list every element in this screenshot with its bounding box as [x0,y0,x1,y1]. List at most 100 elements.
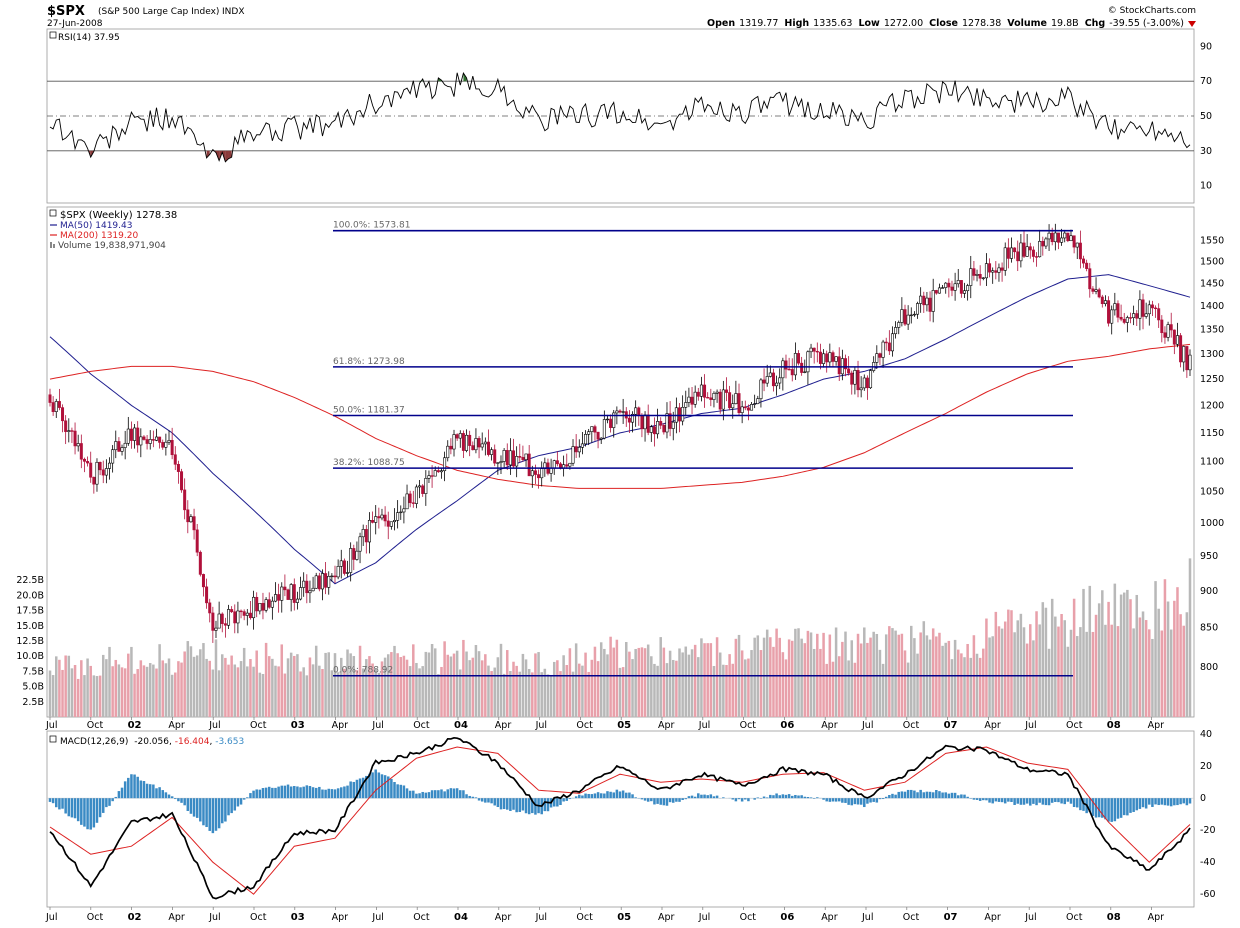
macd-hist-bar [217,798,221,829]
x-tick-label: Jul [208,720,220,731]
volume-bar [167,658,171,717]
volume-bar [722,664,725,717]
x-tick-label: Jul [698,720,710,731]
candle-up [339,560,343,567]
candle-down [994,270,998,273]
volume-bar [1154,581,1157,717]
volume-bar [349,653,352,717]
macd-hist-bar [1016,798,1020,804]
volume-bar [621,667,625,717]
candle-up [405,493,409,510]
volume-bar [668,650,672,717]
candle-up [1047,232,1051,240]
macd-hist-bar [894,794,897,799]
macd-hist-bar [267,786,271,799]
candle-up [270,600,274,608]
volume-bar [1151,638,1154,717]
macd-hist-bar [58,798,61,810]
candle-up [906,314,910,325]
macd-hist-bar [938,791,941,799]
macd-y-tick: -60 [1200,889,1216,900]
volume-bar [1032,640,1035,717]
candle-down [637,407,641,417]
volume-bar [158,644,161,717]
volume-bar [358,645,362,717]
price-y-tick: 1250 [1200,374,1224,385]
volume-bar [765,629,769,717]
macd-hist-bar [753,798,756,800]
candle-down [486,441,490,455]
macd-hist-bar [468,795,471,799]
macd-hist-bar [95,798,99,823]
volume-bar [148,663,152,717]
volume-bar [274,665,277,717]
volume-bar [847,660,850,717]
volume-bar [236,667,240,717]
volume-bar [211,669,215,717]
candle-down [211,612,215,631]
volume-bar [336,672,340,717]
volume-bar [383,657,387,717]
macd-hist-bar [816,797,819,799]
macd-hist-bar [1101,798,1104,818]
macd-hist-bar [383,775,387,799]
volume-bar [487,665,490,717]
volume-bar [706,643,709,717]
candle-down [371,520,375,523]
macd-hist-bar [737,798,741,800]
candle-down [884,341,888,344]
candle-up [446,445,450,459]
macd-hist-bar [148,784,152,799]
macd-hist-bar [399,784,403,799]
volume-bar [1107,601,1110,717]
macd-hist-bar [606,791,609,799]
x-tick-label: 06 [780,720,794,731]
macd-hist-bar [170,796,174,799]
macd-hist-bar [61,798,64,809]
macd-hist-bar [293,786,296,799]
x-tick-label: Jul [208,912,220,923]
x-tick-label: 03 [291,912,305,923]
volume-bar [1019,613,1023,717]
volume-bar [894,630,897,717]
volume-bar [634,648,637,717]
candle-down [618,410,622,413]
x-tick-label: Apr [332,912,349,923]
volume-bar [819,648,822,717]
candle-up [480,443,484,448]
macd-legend-signal: -16.404 [175,737,210,747]
macd-hist-bar [355,779,359,799]
symbol-name: (S&P 500 Large Cap Index) [98,7,219,17]
macd-hist-bar [208,798,211,831]
candle-down [98,461,102,471]
volume-bar [214,639,218,717]
macd-hist-bar [982,798,985,801]
candle-up [327,576,331,588]
macd-hist-bar [875,798,879,803]
candle-down [1056,232,1060,243]
macd-hist-bar [778,795,781,799]
x-tick-label: Jul [861,912,873,923]
candle-up [1053,232,1057,243]
volume-bar [747,658,750,717]
volume-bar [656,665,659,717]
macd-hist-bar [70,798,74,818]
candle-down [220,613,224,624]
volume-bar [108,646,111,717]
volume-bar [505,650,509,717]
macd-hist-bar [521,798,525,811]
volume-bar [734,638,738,717]
stat-value-volume: 19.8B [1051,18,1079,29]
candle-down [565,464,569,467]
candle-up [133,427,137,441]
candle-down [668,413,672,429]
candle-down [461,433,465,451]
macd-hist-bar [631,794,634,799]
macd-hist-bar [960,794,963,799]
candle-down [787,368,791,371]
volume-bar [540,672,543,717]
candle-up [508,450,512,466]
candle-up [490,449,494,455]
candle-up [997,267,1001,273]
macd-hist-bar [499,798,503,810]
